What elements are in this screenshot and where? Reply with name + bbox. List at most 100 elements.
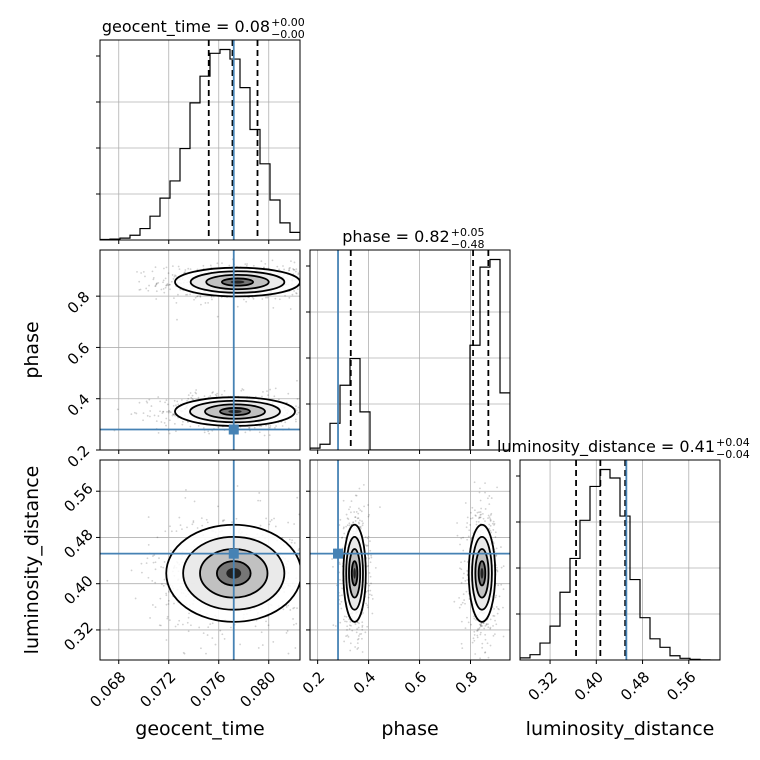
panel-frame [309,249,511,451]
phase-dist-sample-point [479,625,482,627]
panel-geocent-time-hist-content [100,40,300,240]
time-phase-sample-point [304,285,306,287]
time-phase-sample-point [323,286,325,288]
phase-dist-sample-point [489,626,492,629]
time-phase-sample-point [307,279,309,281]
phase-dist-sample-point [484,651,487,654]
time-dist-sample-point [269,520,272,523]
time-phase-sample-point [157,431,160,434]
phase-dist-sample-point [367,515,370,518]
phase-dist-sample-point [473,633,476,636]
phase-dist-sample-point [343,526,345,529]
phase-dist-sample-point [492,520,495,523]
phase-dist-sample-point [494,619,496,622]
phase-dist-sample-point [360,632,363,635]
time-phase-sample-point [166,283,169,285]
time-phase-sample-point [155,298,158,300]
time-phase-sample-point [211,298,213,301]
time-phase-sample-point [160,288,163,291]
time-phase-sample-point [269,388,271,391]
phase-dist-sample-point [334,625,337,627]
phase-dist-sample-point [361,621,364,624]
phase-dist-sample-point [500,546,502,548]
phase-dist-sample-point [361,624,364,627]
phase-dist-sample-point [490,679,492,681]
phase-dist-sample-point [476,629,478,632]
phase-dist-sample-point [357,626,360,629]
phase-dist-sample-point [464,579,467,582]
phase-dist-sample-point [476,629,479,632]
time-phase-sample-point [152,278,155,281]
time-phase-sample-point [167,284,169,287]
time-phase-sample-point [149,410,152,412]
phase-dist-sample-point [357,512,360,515]
time-phase-sample-point [197,396,200,399]
phase-dist-sample-point [492,625,494,627]
phase-dist-sample-point [466,538,469,541]
phase-dist-sample-point [343,640,346,643]
time-dist-sample-point [182,651,185,654]
phase-dist-sample-point [463,572,465,575]
time-phase-sample-point [196,295,198,298]
time-phase-sample-point [168,283,171,286]
phase-dist-sample-point [486,642,489,645]
phase-dist-sample-point [476,636,479,639]
time-phase-sample-point [199,296,202,298]
phase-dist-sample-point [340,536,343,539]
time-dist-sample-point [267,624,270,627]
time-phase-sample-point [191,394,194,397]
phase-dist-sample-point [484,651,486,654]
time-dist-sample-point [187,616,190,619]
time-phase-sample-point [172,278,175,280]
phase-tick-label: 0.8 [64,288,94,318]
time-dist-sample-point [166,617,169,620]
phase-tick-label: 0.6 [401,668,431,698]
luminosity_distance-title: luminosity_distance = 0.41 [497,437,715,457]
time-phase-sample-point [295,405,297,408]
time-phase-sample-point [304,290,306,292]
phase-dist-sample-point [348,624,351,627]
phase-dist-sample-point [481,625,484,627]
time-phase-sample-point [142,412,145,415]
time-dist-sample-point [178,516,181,519]
phase-dist-sample-point [473,639,476,642]
phase-dist-sample-point [346,629,348,631]
time-phase-sample-point [189,425,192,428]
time-dist-sample-point [186,526,188,529]
phase-dist-sample-point [488,527,491,530]
time-dist-sample-point [151,579,154,582]
time-phase-sample-point [140,272,143,274]
phase-dist-sample-point [362,612,364,614]
phase-dist-sample-point [332,624,335,627]
phase-dist-sample-point [466,570,469,572]
time-phase-sample-point [163,422,166,424]
time-phase-sample-point [161,412,164,415]
time-phase-sample-point [181,423,184,426]
phase-dist-sample-point [498,608,500,611]
phase-dist-sample-point [347,635,350,638]
time-phase-sample-point [186,293,189,296]
time-phase-sample-point [177,265,180,268]
panel-frame [99,39,301,241]
time-dist-sample-point [330,562,332,564]
time-phase-sample-point [184,271,187,274]
time-phase-sample-point [154,285,157,288]
time-phase-sample-point [167,410,170,413]
time-phase-sample-point [166,403,169,406]
time-phase-sample-point [165,284,168,286]
time-phase-sample-point [296,398,299,400]
time-phase-sample-point [174,274,176,277]
time-phase-sample-point [293,268,296,271]
time-phase-sample-point [251,296,254,299]
phase-dist-sample-point [464,602,466,605]
phase-dist-sample-point [485,623,488,626]
time-phase-sample-point [246,263,248,265]
time-phase-sample-point [346,291,348,293]
time-phase-sample-point [274,297,277,300]
time-dist-sample-point [305,532,307,534]
phase-dist-sample-point [370,594,373,597]
phase-dist-sample-point [369,593,371,596]
time-dist-sample-point [158,624,161,627]
time-phase-sample-point [290,260,292,263]
